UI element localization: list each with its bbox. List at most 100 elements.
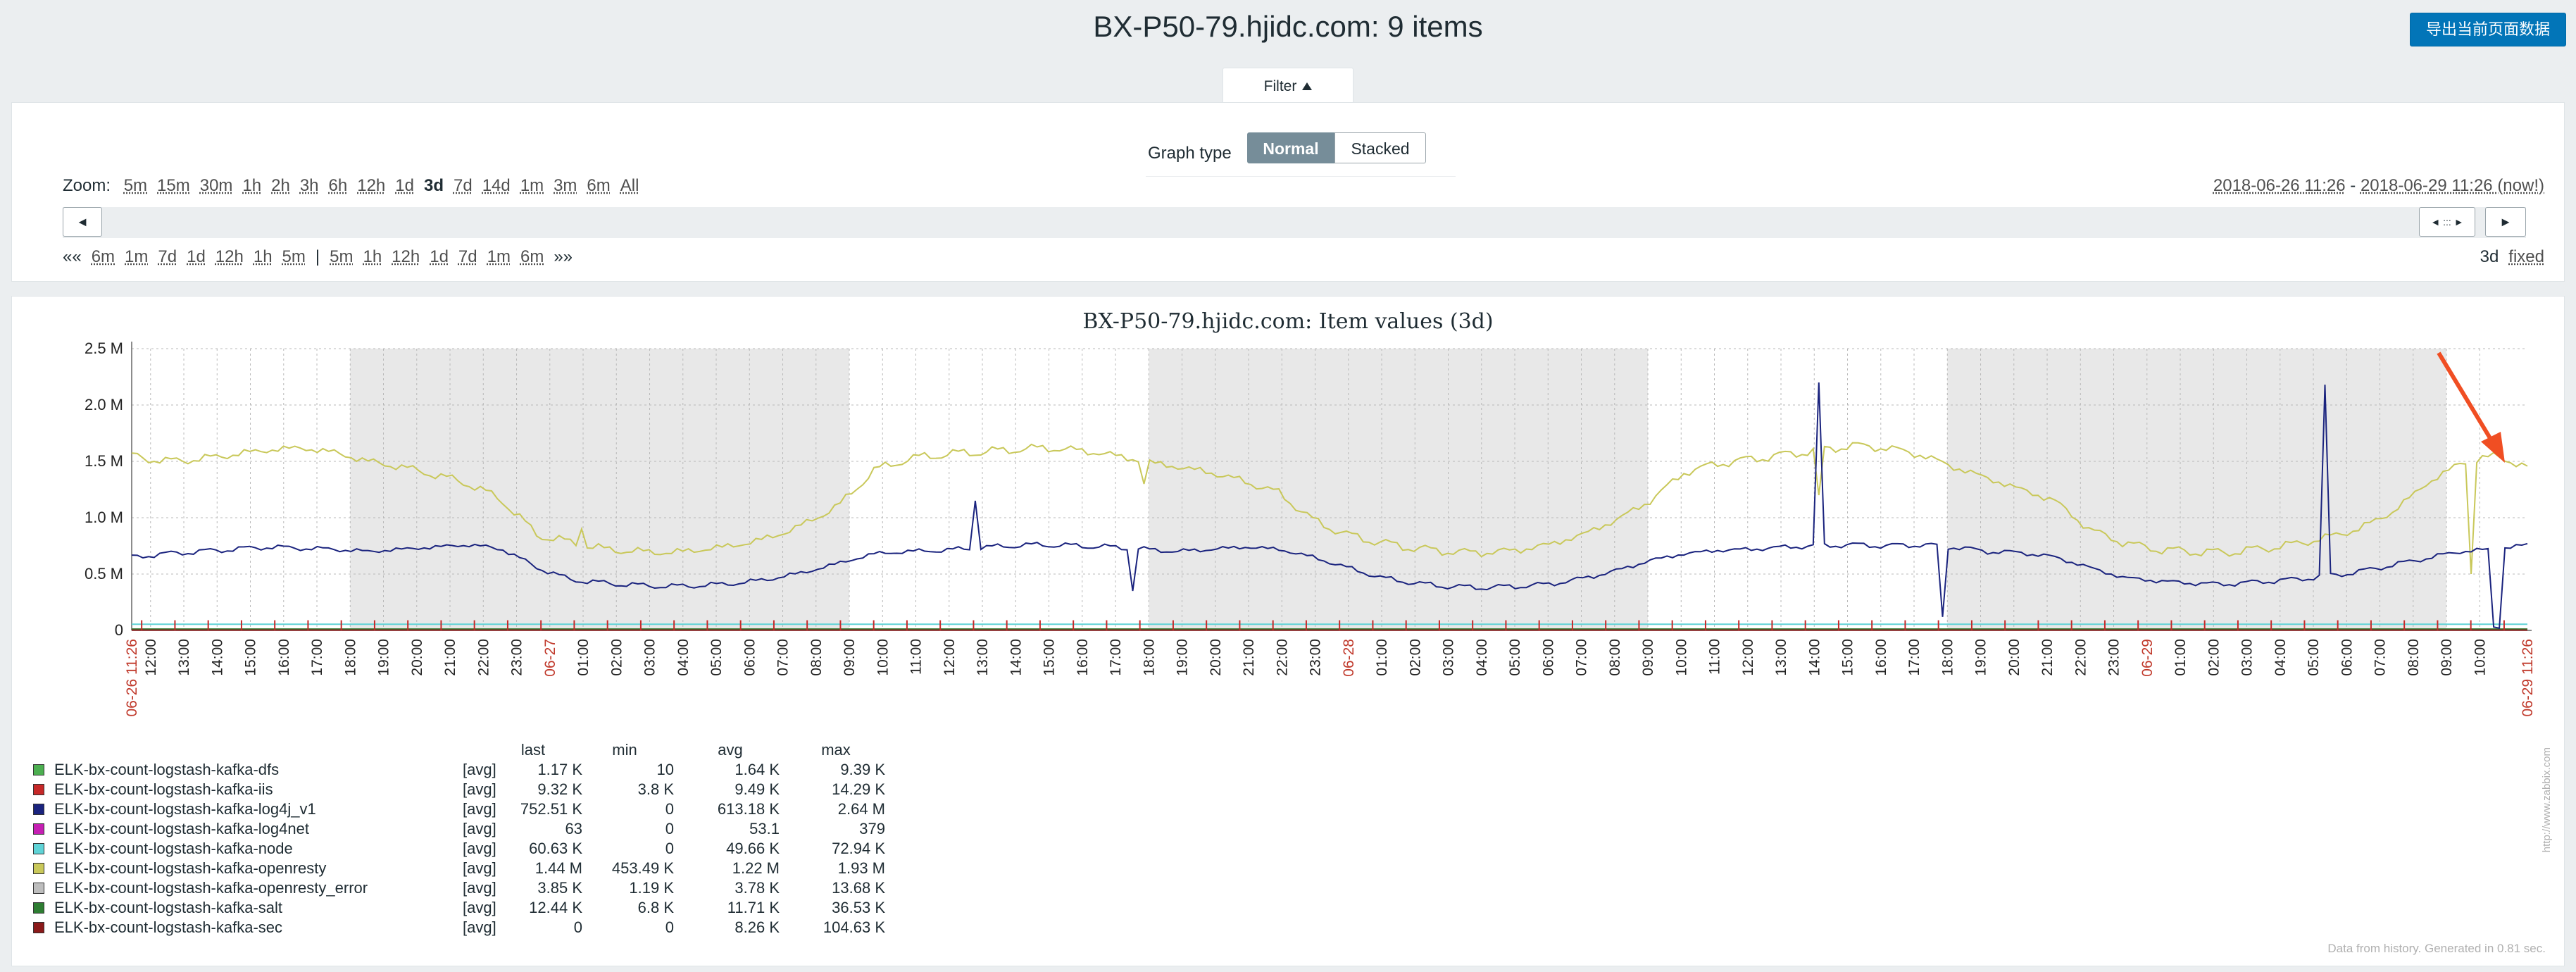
graph-canvas[interactable]: 2.5 M 2.0 M 1.5 M 1.0 M 0.5 M 0 12:00 13:00 14:0… (12, 297, 2564, 733)
x-tick-label: 14:00 (209, 639, 225, 676)
legend-last: 3.85 K (537, 879, 582, 897)
nav-forward-6m[interactable]: 6m (520, 247, 544, 266)
legend-last: 1.44 M (534, 859, 582, 877)
scroll-handle[interactable]: ◄ ::: ► (2419, 207, 2475, 237)
x-tick-label: 13:00 (975, 639, 991, 676)
zoom-option-30m[interactable]: 30m (199, 176, 233, 195)
zoom-option-6h[interactable]: 6h (328, 176, 348, 195)
zoom-option-7d[interactable]: 7d (453, 176, 473, 195)
zoom-option-All[interactable]: All (620, 176, 639, 195)
y-tick-label: 1.5 M (85, 452, 123, 470)
x-tick-label: 14:00 (1806, 639, 1822, 676)
legend-last: 12.44 K (529, 899, 582, 916)
legend-item-name: ELK-bx-count-logstash-kafka-iis (54, 780, 273, 798)
scroll-left-button[interactable]: ◄ (63, 207, 102, 237)
triangle-right-icon: ► (2499, 215, 2512, 229)
export-data-button[interactable]: 导出当前页面数据 (2409, 13, 2566, 46)
x-tick-label: 16:00 (1873, 639, 1889, 676)
x-tick-label: 22:00 (475, 639, 492, 676)
x-tick-label: 01:00 (575, 639, 592, 676)
zoom-option-1d[interactable]: 1d (395, 176, 414, 195)
x-tick-label: 23:00 (1308, 639, 1324, 676)
legend-col-last: last (520, 741, 546, 759)
legend-last: 1.17 K (537, 761, 582, 778)
scroll-right-button[interactable]: ► (2485, 207, 2526, 237)
zoom-option-14d[interactable]: 14d (482, 176, 511, 195)
time-scrollbar[interactable]: ◄ ◄ ::: ► ► (63, 207, 2526, 238)
x-tick-label: 18:00 (1939, 639, 1956, 676)
legend-item-function: [avg] (463, 879, 496, 897)
caret-up-icon (1302, 82, 1313, 90)
legend-item-name: ELK-bx-count-logstash-kafka-openresty_er… (54, 879, 368, 897)
legend-item-name: ELK-bx-count-logstash-kafka-log4net (54, 820, 309, 837)
legend-avg: 613.18 K (717, 800, 780, 818)
x-tick-label: 02:00 (608, 639, 625, 676)
legend-max: 9.39 K (840, 761, 885, 778)
nav-back-6m[interactable]: 6m (91, 247, 115, 266)
nav-forward-7d[interactable]: 7d (458, 247, 477, 266)
zoom-option-1m[interactable]: 1m (520, 176, 544, 195)
nav-forward-1d[interactable]: 1d (430, 247, 449, 266)
legend-avg: 1.64 K (734, 761, 780, 778)
nav-back-5m[interactable]: 5m (282, 247, 306, 266)
legend-max: 2.64 M (837, 800, 885, 818)
legend-avg: 1.22 M (732, 859, 780, 877)
filter-tab-label: Filter (1263, 78, 1297, 94)
x-tick-label: 05:00 (708, 639, 725, 676)
time-range: 2018-06-26 11:26 - 2018-06-29 11:26 (now… (2213, 176, 2544, 196)
zoom-option-3d[interactable]: 3d (423, 176, 444, 195)
x-tick-label: 19:00 (1175, 639, 1191, 676)
x-tick-label: 06-28 (1341, 639, 1357, 677)
x-tick-label: 05:00 (2306, 639, 2322, 676)
x-tick-label: 17:00 (309, 639, 325, 676)
legend-last: 0 (573, 918, 582, 936)
x-tick-label: 23:00 (509, 639, 525, 676)
range-to-link[interactable]: 2018-06-29 11:26 (now!) (2360, 176, 2544, 195)
range-from-link[interactable]: 2018-06-26 11:26 (2213, 176, 2346, 195)
y-tick-label: 0.5 M (85, 565, 123, 582)
zoom-option-3m[interactable]: 3m (554, 176, 577, 195)
zoom-option-3h[interactable]: 3h (299, 176, 319, 195)
zoom-option-6m[interactable]: 6m (587, 176, 611, 195)
legend-swatch (33, 823, 44, 835)
nav-back-1d[interactable]: 1d (187, 247, 206, 266)
nav-back-1h[interactable]: 1h (253, 247, 273, 266)
x-tick-label: 02:00 (2206, 639, 2222, 676)
x-tick-label: 04:00 (675, 639, 692, 676)
legend-swatch (33, 764, 44, 775)
x-tick-label: 08:00 (2406, 639, 2422, 676)
x-tick-label: 20:00 (2006, 639, 2022, 676)
nav-forward-12h[interactable]: 12h (392, 247, 420, 266)
fixed-toggle-link[interactable]: fixed (2508, 247, 2544, 266)
x-tick-label: 18:00 (342, 639, 358, 676)
zoom-option-5m[interactable]: 5m (123, 176, 148, 195)
nav-back-1m[interactable]: 1m (125, 247, 149, 266)
night-band-2 (1947, 349, 2447, 630)
graph-type-normal-button[interactable]: Normal (1247, 132, 1334, 163)
graph-type-stacked-button[interactable]: Stacked (1334, 132, 1426, 163)
legend-item-function: [avg] (463, 840, 496, 857)
x-start-label: 06-26 11:26 (124, 639, 140, 717)
zoom-option-2h[interactable]: 2h (271, 176, 290, 195)
filter-tab[interactable]: Filter (1223, 68, 1353, 104)
x-tick-label: 07:00 (2372, 639, 2389, 676)
zoom-option-12h[interactable]: 12h (357, 176, 386, 195)
nav-back-7d[interactable]: 7d (158, 247, 177, 266)
x-tick-label: 01:00 (1374, 639, 1390, 676)
x-tick-label: 22:00 (1274, 639, 1290, 676)
legend-swatch (33, 804, 44, 815)
legend-avg: 8.26 K (734, 918, 780, 936)
zoom-option-15m[interactable]: 15m (157, 176, 190, 195)
nav-forward-1m[interactable]: 1m (487, 247, 511, 266)
nav-forward-5m[interactable]: 5m (330, 247, 354, 266)
zoom-option-1h[interactable]: 1h (242, 176, 262, 195)
series-line-openresty (131, 442, 2528, 575)
x-tick-label: 20:00 (1208, 639, 1224, 676)
legend-swatch (33, 883, 44, 894)
nav-back-12h[interactable]: 12h (215, 247, 244, 266)
legend-swatch (33, 843, 44, 854)
x-tick-label: 17:00 (1906, 639, 1922, 676)
nav-forward-1h[interactable]: 1h (363, 247, 382, 266)
legend-max: 14.29 K (832, 780, 885, 798)
period-length: 3d (2480, 247, 2499, 266)
